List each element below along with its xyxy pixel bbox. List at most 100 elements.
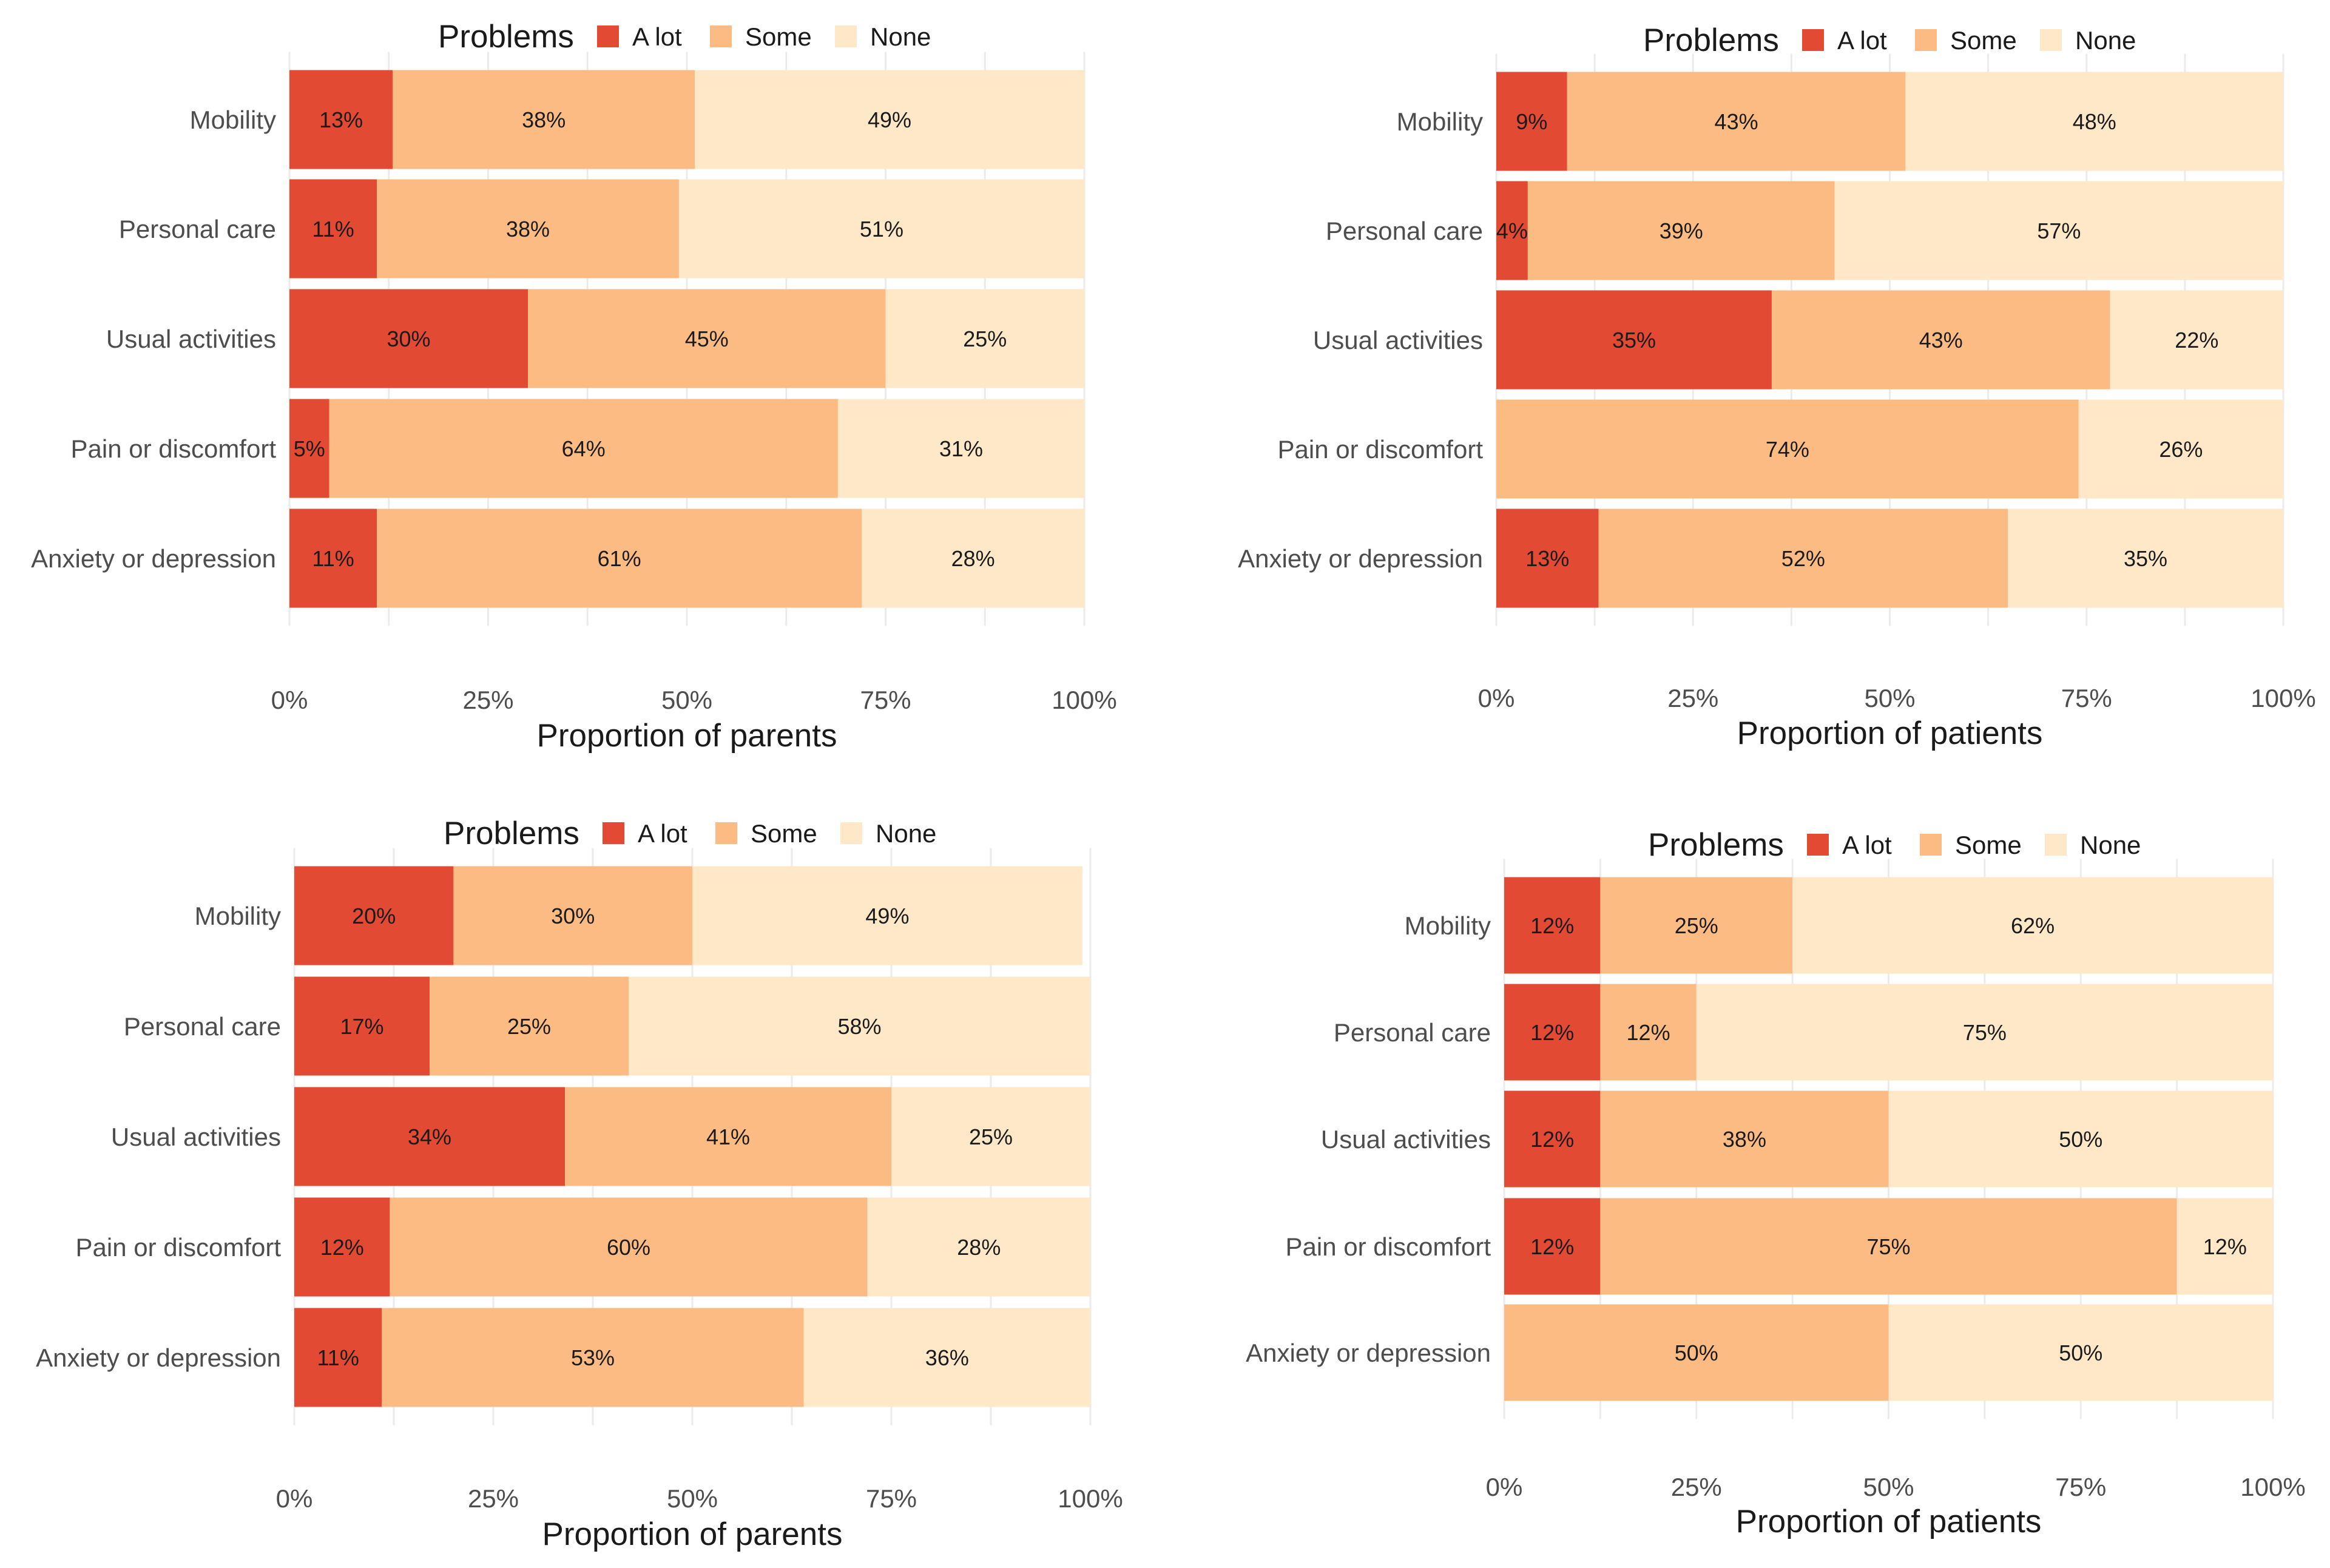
bar-personal-care-a-lot — [1496, 181, 1528, 280]
legend-swatch-some — [1915, 29, 1937, 51]
data-label: 45% — [685, 326, 729, 351]
data-label: 43% — [1919, 328, 1963, 353]
x-axis-title: Proportion of patients — [1736, 1504, 2042, 1539]
x-tick-label: 50% — [1863, 1473, 1914, 1501]
x-axis-title: Proportion of parents — [537, 718, 837, 754]
legend-label-some: Some — [1955, 831, 2022, 859]
category-label: Personal care — [1326, 217, 1483, 245]
legend-label-a-lot: A lot — [638, 819, 687, 848]
data-label: 22% — [2175, 328, 2218, 353]
bar-mobility-some — [1567, 72, 1906, 171]
data-label: 75% — [1963, 1020, 2007, 1045]
bar-personal-care-a-lot — [1504, 984, 1601, 1081]
bar-pain-or-discomfort-some — [390, 1197, 868, 1297]
data-label: 34% — [408, 1124, 451, 1149]
data-label: 41% — [706, 1124, 750, 1149]
legend-title: Problems — [444, 816, 579, 851]
bar-anxiety-or-depression-a-lot — [294, 1308, 382, 1407]
bar-mobility-none — [1792, 877, 2273, 974]
bar-usual-activities-some — [1600, 1090, 1889, 1188]
bar-usual-activities-a-lot — [1496, 290, 1772, 390]
bar-mobility-a-lot — [1504, 877, 1601, 974]
bar-anxiety-or-depression-some — [377, 509, 862, 608]
category-label: Pain or discomfort — [71, 434, 277, 463]
data-label: 64% — [562, 436, 606, 461]
legend: Problems A lot Some None — [438, 19, 931, 55]
data-label: 11% — [312, 217, 354, 242]
legend-swatch-a-lot — [603, 822, 624, 844]
legend-swatch-none — [835, 25, 857, 47]
bar-mobility-a-lot — [1496, 72, 1567, 171]
bar-pain-or-discomfort-some — [329, 399, 838, 498]
data-label: 30% — [551, 904, 595, 928]
data-label: 11% — [312, 546, 354, 571]
category-label: Anxiety or depression — [31, 544, 276, 573]
data-label: 52% — [1781, 546, 1825, 571]
data-label: 35% — [2124, 546, 2167, 571]
data-label: 9% — [1516, 109, 1547, 134]
legend-label-none: None — [876, 819, 936, 848]
category-label: Mobility — [1405, 911, 1491, 940]
legend-label-some: Some — [1950, 26, 2017, 55]
x-tick-label: 75% — [866, 1484, 917, 1513]
bar-mobility-none — [692, 866, 1082, 965]
legend-swatch-none — [2045, 834, 2067, 856]
bar-pain-or-discomfort-a-lot — [1504, 1198, 1601, 1295]
bar-anxiety-or-depression-some — [1598, 509, 2008, 608]
bar-usual-activities-some — [528, 289, 886, 388]
x-tick-label: 0% — [1478, 684, 1515, 712]
data-label: 38% — [506, 217, 550, 242]
chart-panel-3: 20% 30% 49% Mobility 17% 25% 58% Personal care 3… — [36, 816, 1123, 1552]
bar-personal-care-a-lot — [294, 976, 430, 1076]
data-label: 12% — [1530, 1020, 1574, 1045]
data-label: 5% — [294, 436, 325, 461]
data-label: 39% — [1660, 218, 1703, 243]
data-label: 50% — [1675, 1340, 1718, 1365]
data-label: 12% — [2203, 1234, 2247, 1259]
data-label: 26% — [2159, 437, 2203, 462]
legend-swatch-a-lot — [1807, 834, 1829, 856]
category-label: Personal care — [119, 215, 276, 243]
legend-title: Problems — [438, 19, 574, 55]
data-label: 36% — [925, 1345, 969, 1370]
bar-personal-care-none — [678, 179, 1084, 279]
data-label: 25% — [969, 1124, 1013, 1149]
bar-anxiety-or-depression-none — [803, 1308, 1090, 1407]
data-label: 12% — [1530, 913, 1574, 938]
bar-anxiety-or-depression-some — [1504, 1304, 1889, 1401]
x-tick-label: 25% — [468, 1484, 519, 1513]
category-label: Anxiety or depression — [1238, 544, 1483, 573]
bar-pain-or-discomfort-a-lot — [289, 399, 329, 498]
data-label: 60% — [607, 1235, 650, 1260]
x-tick-label: 100% — [1058, 1484, 1123, 1513]
data-label: 13% — [319, 107, 363, 132]
bar-personal-care-some — [1600, 984, 1697, 1081]
legend-title: Problems — [1648, 827, 1784, 863]
bar-pain-or-discomfort-some — [1600, 1198, 2177, 1295]
bar-usual-activities-none — [1888, 1090, 2273, 1188]
category-label: Usual activities — [1321, 1125, 1491, 1154]
data-label: 17% — [340, 1014, 383, 1039]
bar-mobility-a-lot — [294, 866, 454, 965]
x-axis-title: Proportion of parents — [542, 1516, 843, 1552]
chart-panel-2: 9% 43% 48% Mobility 4% 39% 57% Personal care 35%… — [1238, 22, 2316, 751]
category-label: Mobility — [195, 902, 281, 930]
legend-label-some: Some — [745, 22, 812, 51]
legend: Problems A lot Some None — [1643, 22, 2136, 58]
x-tick-label: 75% — [2055, 1473, 2106, 1501]
bar-pain-or-discomfort-some — [1496, 399, 2079, 499]
category-label: Pain or discomfort — [1278, 435, 1484, 464]
bar-personal-care-none — [629, 976, 1090, 1076]
legend-title: Problems — [1643, 22, 1779, 58]
x-tick-label: 75% — [2061, 684, 2112, 712]
data-label: 50% — [2059, 1340, 2102, 1365]
x-tick-label: 0% — [1486, 1473, 1523, 1501]
data-label: 38% — [522, 107, 566, 132]
legend-label-none: None — [870, 22, 931, 51]
bar-usual-activities-a-lot — [294, 1087, 566, 1186]
legend-swatch-a-lot — [1802, 29, 1824, 51]
bar-personal-care-some — [377, 179, 679, 279]
x-tick-label: 50% — [667, 1484, 718, 1513]
legend-label-none: None — [2080, 831, 2141, 859]
